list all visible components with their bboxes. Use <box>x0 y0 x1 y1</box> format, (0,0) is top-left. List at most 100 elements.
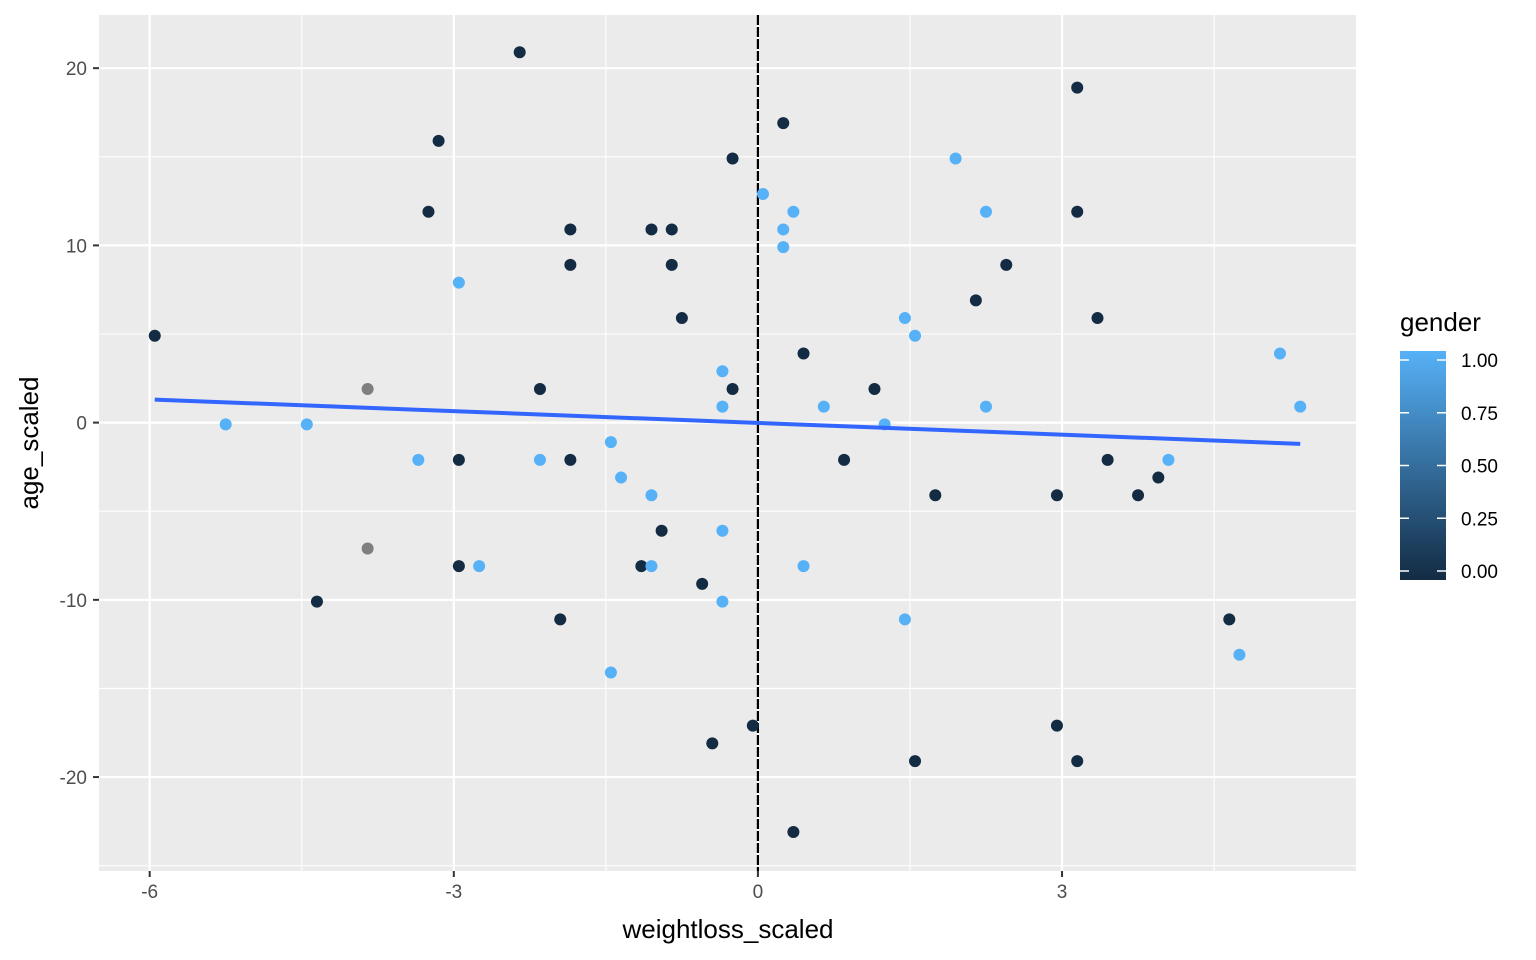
data-point <box>452 453 465 466</box>
data-point <box>716 524 729 537</box>
data-point <box>1071 755 1084 768</box>
data-point <box>564 258 577 271</box>
data-point <box>1000 258 1013 271</box>
data-point <box>898 613 911 626</box>
data-point <box>979 205 992 218</box>
data-point <box>817 400 830 413</box>
data-point <box>1273 347 1286 360</box>
data-point <box>513 46 526 59</box>
data-point <box>706 737 719 750</box>
data-point <box>432 134 445 147</box>
data-point <box>1050 719 1063 732</box>
data-point <box>452 560 465 573</box>
y-tick-label: 20 <box>66 59 87 80</box>
legend-label: 0.25 <box>1461 509 1498 530</box>
data-point <box>473 560 486 573</box>
data-point <box>909 755 922 768</box>
data-point <box>929 489 942 502</box>
data-point <box>777 241 790 254</box>
data-point <box>665 258 678 271</box>
data-point <box>909 329 922 342</box>
data-point <box>1223 613 1236 626</box>
data-point <box>797 560 810 573</box>
data-point <box>148 329 161 342</box>
data-point <box>787 826 800 839</box>
data-point <box>1071 81 1084 94</box>
y-tick-label: 10 <box>66 236 87 257</box>
legend-ticks: 1.00 0.75 0.50 0.25 0.00 <box>1400 351 1498 583</box>
data-point <box>716 400 729 413</box>
data-point <box>949 152 962 165</box>
data-point <box>422 205 435 218</box>
data-point <box>1101 453 1114 466</box>
data-point <box>554 613 567 626</box>
data-points <box>148 46 1307 839</box>
y-axis: -20 -10 0 10 20 <box>60 59 99 789</box>
data-point <box>868 382 881 395</box>
data-point <box>564 223 577 236</box>
data-point <box>361 542 374 555</box>
data-point <box>665 223 678 236</box>
plot-panel <box>99 15 1356 871</box>
data-point <box>219 418 232 431</box>
data-point <box>361 382 374 395</box>
data-point <box>746 719 759 732</box>
data-point <box>716 595 729 608</box>
data-point <box>726 152 739 165</box>
y-axis-title: age_scaled <box>14 377 44 510</box>
data-point <box>1152 471 1165 484</box>
data-point <box>1050 489 1063 502</box>
y-tick-label: 0 <box>76 414 87 435</box>
x-axis: -6 -3 0 3 <box>141 871 1067 903</box>
data-point <box>787 205 800 218</box>
data-point <box>716 365 729 378</box>
data-point <box>979 400 992 413</box>
data-point <box>777 223 790 236</box>
data-point <box>969 294 982 307</box>
legend-label: 0.75 <box>1461 404 1498 425</box>
x-tick-label: -6 <box>141 882 158 903</box>
trend-line <box>154 397 1301 446</box>
legend-title: gender <box>1400 307 1481 337</box>
data-point <box>533 382 546 395</box>
data-point <box>645 560 658 573</box>
data-point <box>756 187 769 200</box>
legend-label: 0.50 <box>1461 457 1498 478</box>
y-tick-label: -10 <box>60 591 87 612</box>
data-point <box>452 276 465 289</box>
data-point <box>604 666 617 679</box>
data-point <box>412 453 425 466</box>
data-point <box>838 453 851 466</box>
data-point <box>797 347 810 360</box>
x-tick-label: -3 <box>445 882 462 903</box>
data-point <box>533 453 546 466</box>
data-point <box>1091 312 1104 325</box>
data-point <box>604 436 617 449</box>
data-point <box>300 418 313 431</box>
data-point <box>645 489 658 502</box>
legend-label: 1.00 <box>1461 351 1498 372</box>
data-point <box>726 382 739 395</box>
data-point <box>615 471 628 484</box>
data-point <box>635 560 648 573</box>
data-point <box>898 312 911 325</box>
data-point <box>1233 648 1246 661</box>
data-point <box>1294 400 1307 413</box>
data-point <box>310 595 323 608</box>
data-point <box>645 223 658 236</box>
y-tick-label: -20 <box>60 768 87 789</box>
data-point <box>777 117 790 130</box>
data-point <box>1132 489 1145 502</box>
data-point <box>655 524 668 537</box>
x-tick-label: 3 <box>1057 882 1068 903</box>
x-axis-title: weightloss_scaled <box>621 914 833 944</box>
data-point <box>1071 205 1084 218</box>
data-point <box>696 577 709 590</box>
x-tick-label: 0 <box>753 882 764 903</box>
data-point <box>675 312 688 325</box>
data-point <box>1162 453 1175 466</box>
data-point <box>564 453 577 466</box>
legend: gender 1.00 0.75 0.50 0.25 0.00 <box>1400 307 1498 583</box>
legend-label: 0.00 <box>1461 562 1498 583</box>
